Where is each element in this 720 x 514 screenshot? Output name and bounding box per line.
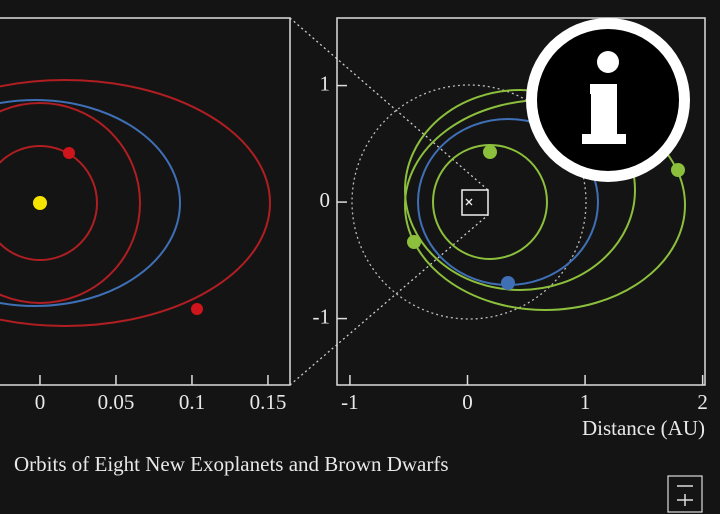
- x-tick-label: 0.1: [179, 390, 205, 414]
- orbit: [0, 79, 271, 327]
- orbit: [0, 99, 181, 307]
- planet: [483, 145, 497, 159]
- logo: [667, 475, 703, 513]
- x-tick-label: 0.15: [250, 390, 287, 414]
- x-tick-label: -1: [341, 390, 359, 414]
- info-icon[interactable]: [526, 18, 690, 182]
- info-dot: [597, 51, 619, 73]
- x-axis-label: Distance (AU): [582, 416, 705, 440]
- star-marker: [465, 198, 473, 206]
- caption: Orbits of Eight New Exoplanets and Brown…: [14, 452, 449, 476]
- planet: [501, 276, 515, 290]
- x-tick-label: 0.05: [98, 390, 135, 414]
- star: [33, 196, 47, 210]
- planet: [671, 163, 685, 177]
- y-tick-label: 1: [320, 71, 331, 95]
- x-tick-label: 2: [697, 390, 708, 414]
- logo-mark: [677, 485, 693, 506]
- reference-orbit: [351, 84, 587, 320]
- zoom-line: [289, 17, 489, 191]
- y-tick-label: -1: [313, 304, 331, 328]
- y-tick-label: 0: [320, 188, 331, 212]
- orbit: [0, 102, 141, 304]
- zoom-lines: [289, 17, 489, 386]
- logo-box: [667, 475, 703, 513]
- left-frame: [0, 17, 291, 386]
- left-orbits: [0, 79, 271, 327]
- orbit: [0, 145, 98, 261]
- x-tick-label: 0: [35, 390, 46, 414]
- x-tick-label: 0: [462, 390, 473, 414]
- x-tick-label: 1: [580, 390, 591, 414]
- info-stem: [582, 84, 626, 144]
- planet: [63, 147, 75, 159]
- zoom-box: [461, 189, 489, 216]
- orbit: [404, 89, 636, 291]
- planet: [191, 303, 203, 315]
- planet: [407, 235, 421, 249]
- zoom-line: [289, 214, 489, 386]
